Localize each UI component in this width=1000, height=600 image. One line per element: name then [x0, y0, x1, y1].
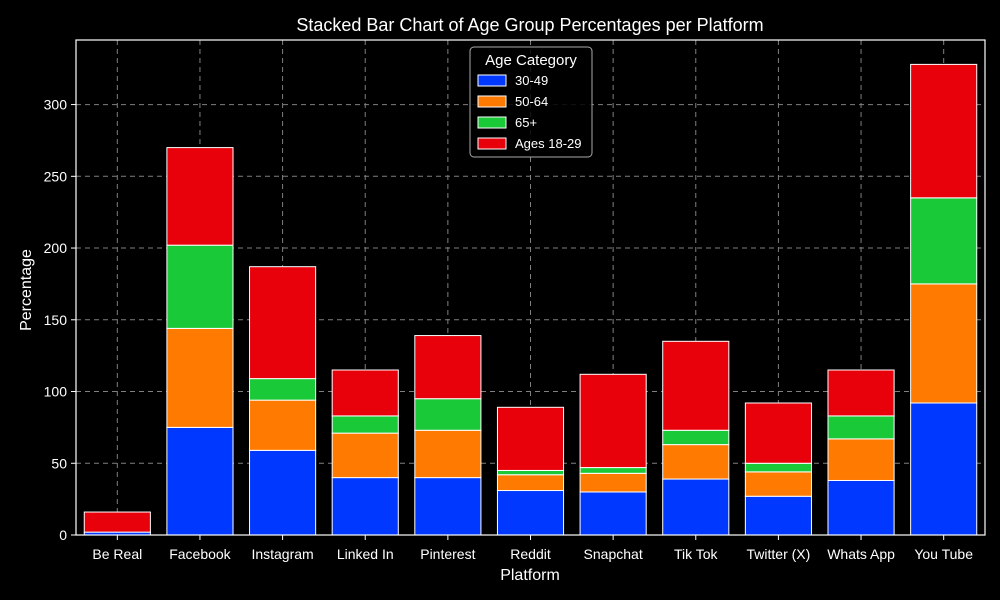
x-tick-label: Snapchat: [584, 546, 643, 562]
bar-segment: [827, 415, 895, 440]
bar-segment: [496, 490, 565, 536]
y-tick-label: 300: [44, 97, 68, 113]
bar-segment: [166, 244, 234, 329]
x-tick-label: Facebook: [169, 546, 231, 562]
legend-label: 50-64: [515, 94, 548, 109]
bar-segment: [744, 471, 812, 497]
bar-segment: [83, 511, 151, 533]
legend-swatch: [477, 95, 507, 108]
x-tick-label: Be Real: [92, 546, 142, 562]
bar-segment: [827, 369, 895, 417]
y-axis-label: Percentage: [18, 249, 35, 331]
y-tick-label: 200: [44, 240, 68, 256]
bar-segment: [166, 147, 234, 246]
bar-segment: [910, 197, 978, 285]
y-tick-label: 0: [59, 527, 67, 543]
bar-segment: [662, 340, 730, 431]
legend-label: 65+: [515, 115, 537, 130]
x-tick-label: Twitter (X): [747, 546, 811, 562]
bar-segment: [744, 495, 812, 536]
bar-segment: [662, 478, 730, 536]
bar-segment: [496, 469, 565, 476]
bar-segment: [827, 438, 895, 481]
x-tick-label: Pinterest: [420, 546, 475, 562]
y-tick-label: 250: [44, 168, 68, 184]
bar-segment: [910, 63, 978, 199]
x-tick-label: Whats App: [827, 546, 895, 562]
legend-title: Age Category: [485, 52, 577, 69]
bar-segment: [249, 266, 317, 380]
bar-segment: [414, 335, 482, 400]
bar-segment: [579, 467, 647, 474]
x-tick-label: Reddit: [510, 546, 551, 562]
bar-segment: [744, 462, 812, 473]
bar-segment: [662, 429, 730, 446]
bar-segment: [579, 373, 647, 469]
bar-segment: [662, 444, 730, 480]
bar-segment: [744, 402, 812, 464]
bar-segment: [249, 378, 317, 401]
legend-swatch: [477, 137, 507, 150]
bar-segment: [910, 402, 978, 536]
bar-segment: [414, 477, 482, 536]
bar-segment: [414, 429, 482, 479]
y-tick-label: 50: [51, 455, 67, 471]
x-axis-label: Platform: [500, 567, 560, 584]
legend-label: Ages 18-29: [515, 136, 582, 151]
y-tick-label: 150: [44, 312, 68, 328]
bar-segment: [166, 327, 234, 428]
bar-segment: [249, 449, 317, 536]
legend-swatch: [477, 116, 507, 129]
x-tick-label: Instagram: [251, 546, 313, 562]
bar-segment: [827, 479, 895, 536]
bars-layer: [83, 63, 978, 536]
x-tick-label: Tik Tok: [674, 546, 719, 562]
bar-segment: [910, 283, 978, 404]
bar-segment: [331, 432, 399, 479]
bar-segment: [331, 477, 399, 536]
legend-swatch: [477, 74, 507, 87]
bar-segment: [414, 398, 482, 431]
y-tick-label: 100: [44, 384, 68, 400]
legend-label: 30-49: [515, 73, 548, 88]
bar-segment: [496, 474, 565, 492]
bar-segment: [249, 399, 317, 451]
bar-segment: [579, 472, 647, 493]
bar-segment: [331, 369, 399, 417]
axes-layer: 0 50 100 150 200 250 300 Be Real Facebook Instagr…: [44, 39, 986, 562]
chart-title: Stacked Bar Chart of Age Group Percentag…: [296, 15, 763, 35]
bar-segment: [331, 415, 399, 434]
x-tick-label: You Tube: [914, 546, 973, 562]
bar-segment: [579, 491, 647, 536]
legend: Age Category 30-49 50-64 65+ Ages 18-29: [469, 46, 593, 158]
x-tick-label: Linked In: [337, 546, 394, 562]
bar-segment: [166, 426, 234, 536]
bar-segment: [496, 406, 565, 471]
